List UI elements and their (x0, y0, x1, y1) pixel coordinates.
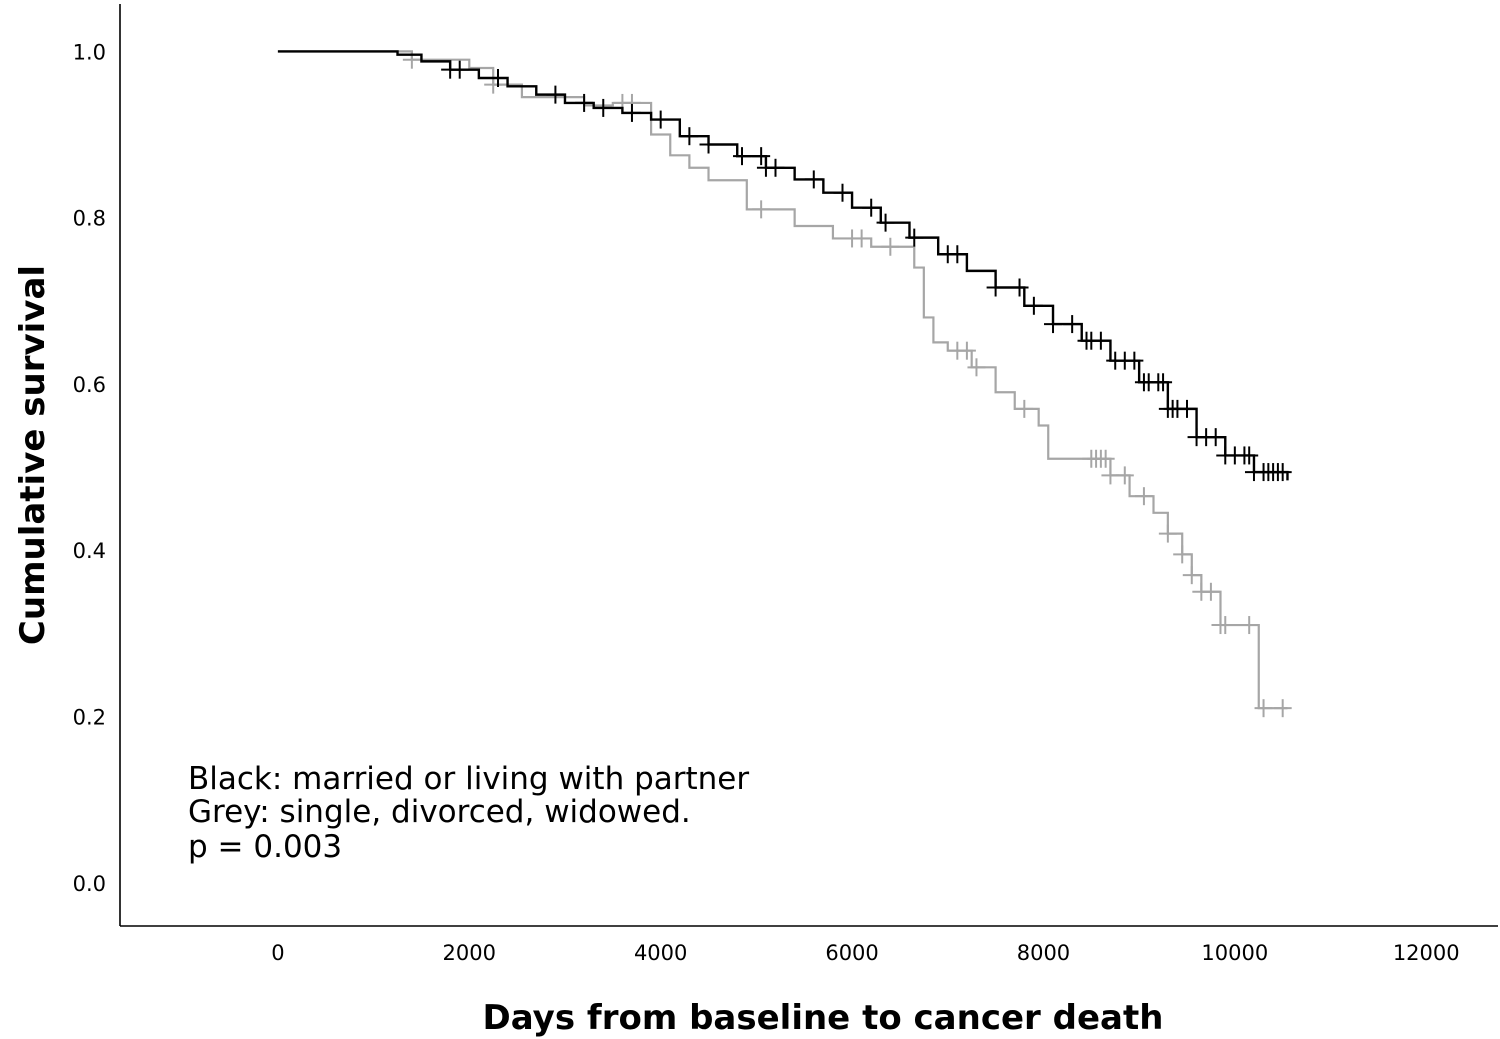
y-tick-label: 1.0 (73, 40, 106, 64)
series-not-married (277, 50, 1292, 718)
y-tick-label: 0.6 (73, 373, 106, 397)
chart-annotations: Black: married or living with partner Gr… (188, 761, 749, 865)
x-tick-labels: 0 2000 4000 6000 8000 10000 12000 (271, 941, 1459, 965)
y-tick-labels: 0.0 0.2 0.4 0.6 0.8 1.0 (73, 40, 106, 895)
y-axis-title: Cumulative survival (13, 265, 53, 645)
y-tick-label: 0.8 (73, 207, 106, 231)
x-tick-label: 6000 (825, 941, 878, 965)
x-axis-title: Days from baseline to cancer death (483, 998, 1164, 1038)
series-married (277, 50, 1292, 482)
x-tick-label: 2000 (443, 941, 496, 965)
y-tick-label: 0.0 (73, 872, 106, 896)
p-value-note: p = 0.003 (188, 829, 342, 865)
x-tick-label: 8000 (1017, 941, 1070, 965)
y-tick-label: 0.4 (73, 539, 106, 563)
x-tick-label: 0 (271, 941, 284, 965)
chart-axes (119, 4, 1498, 927)
survival-step-line (277, 50, 1288, 710)
legend-note-black: Black: married or living with partner (188, 761, 749, 797)
legend-note-grey: Grey: single, divorced, widowed. (188, 794, 691, 830)
x-tick-label: 12000 (1393, 941, 1460, 965)
survival-curves (277, 50, 1292, 718)
x-tick-label: 4000 (634, 941, 687, 965)
x-tick-label: 10000 (1201, 941, 1268, 965)
y-tick-label: 0.2 (73, 705, 106, 729)
survival-step-line (277, 50, 1289, 481)
